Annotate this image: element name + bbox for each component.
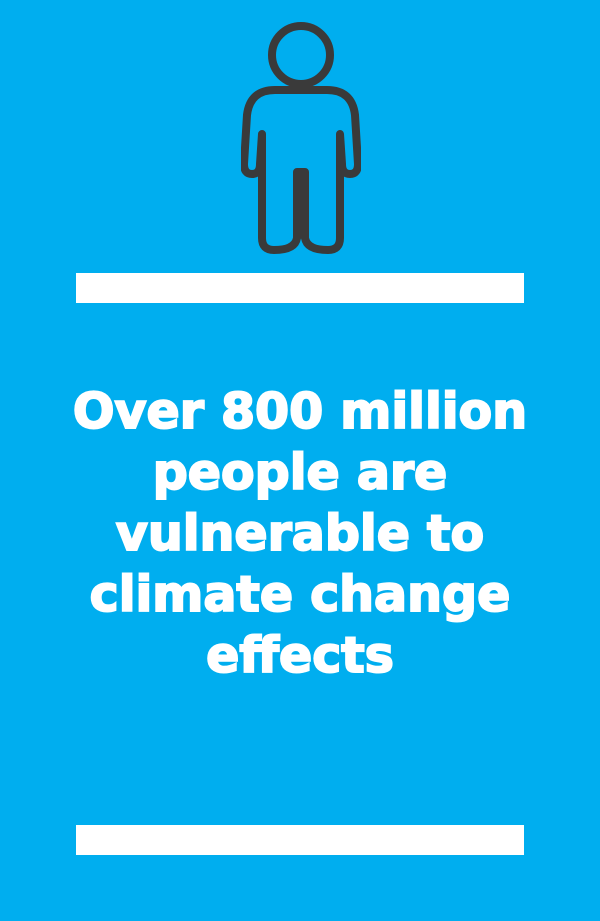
headline-line-2: people are <box>152 443 449 502</box>
bottom-divider-bar <box>76 825 524 855</box>
headline-line-3: vulnerable to <box>115 504 485 563</box>
headline-line-4: climate change <box>89 565 512 624</box>
headline-line-1: Over 800 million <box>72 382 528 441</box>
headline-line-5: effects <box>205 626 395 685</box>
top-divider-bar <box>76 273 524 303</box>
person-body <box>241 86 361 254</box>
person-head <box>268 22 334 88</box>
headline: Over 800 million people are vulnerable t… <box>20 381 580 686</box>
person-icon <box>241 22 361 254</box>
